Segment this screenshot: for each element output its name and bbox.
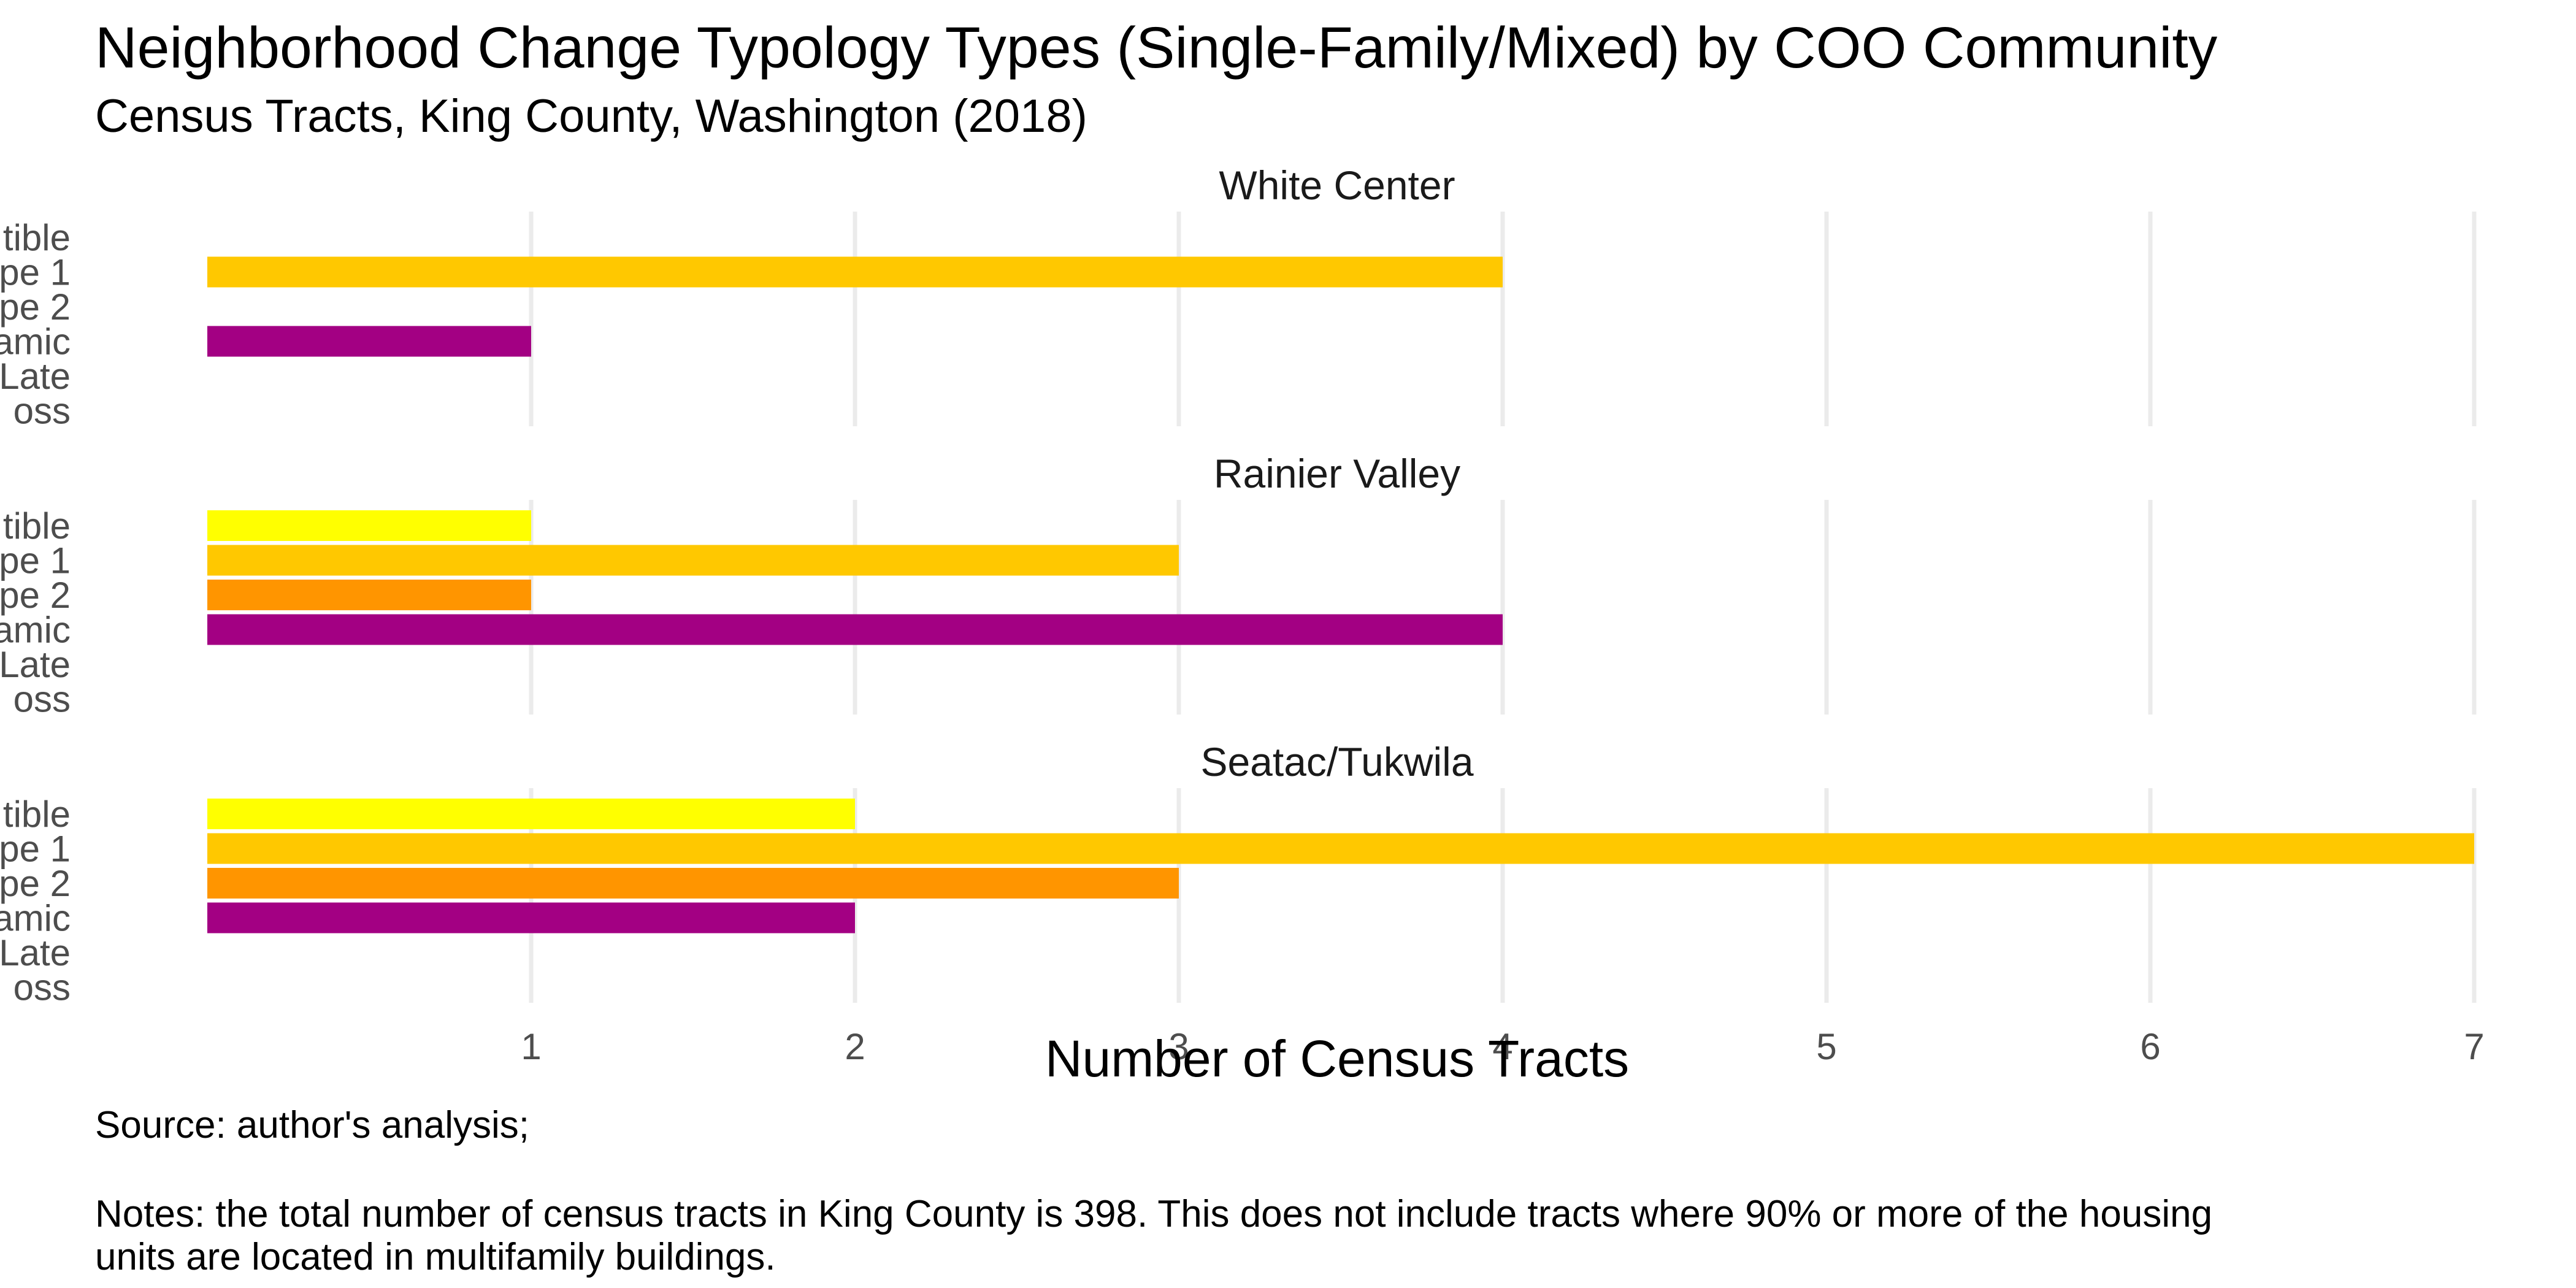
x-tick-label: 4 bbox=[1492, 1026, 1512, 1067]
x-tick-label: 5 bbox=[1816, 1026, 1836, 1067]
bar bbox=[207, 580, 531, 610]
bar bbox=[207, 545, 1179, 576]
bar bbox=[207, 799, 855, 829]
y-tick-label: pe 2 bbox=[0, 286, 71, 328]
y-tick-label: tible bbox=[3, 794, 71, 835]
y-tick-label: tible bbox=[3, 217, 71, 258]
bar bbox=[207, 833, 2474, 864]
x-tick-label: 7 bbox=[2464, 1026, 2484, 1067]
y-tick-label: amic bbox=[0, 610, 71, 651]
facet-label: Rainier Valley bbox=[1214, 451, 1460, 496]
y-tick-label: Late bbox=[0, 356, 71, 397]
x-tick-label: 6 bbox=[2140, 1026, 2160, 1067]
y-tick-label: Late bbox=[0, 932, 71, 973]
x-tick-label: 2 bbox=[845, 1026, 865, 1067]
facet-label: Seatac/Tukwila bbox=[1200, 739, 1473, 784]
facet-label: White Center bbox=[1219, 163, 1455, 208]
y-tick-label: pe 1 bbox=[0, 540, 71, 581]
y-tick-label: pe 1 bbox=[0, 252, 71, 293]
x-tick-label: 1 bbox=[521, 1026, 541, 1067]
x-axis-label: Number of Census Tracts bbox=[1045, 1030, 1629, 1087]
y-tick-label: oss bbox=[13, 679, 71, 720]
y-tick-label: amic bbox=[0, 898, 71, 939]
y-tick-label: amic bbox=[0, 321, 71, 362]
y-tick-label: pe 2 bbox=[0, 863, 71, 904]
x-axis: 1 2 3 4 5 6 7 bbox=[521, 1026, 2484, 1067]
caption-notes-line2: units are located in multifamily buildin… bbox=[95, 1236, 776, 1278]
y-tick-label: Late bbox=[0, 644, 71, 685]
bar bbox=[207, 510, 531, 541]
caption-notes-line1: Notes: the total number of census tracts… bbox=[95, 1193, 2212, 1235]
y-tick-label: tible bbox=[3, 505, 71, 546]
x-tick-label: 3 bbox=[1168, 1026, 1189, 1067]
bar bbox=[207, 614, 1503, 645]
chart-subtitle: Census Tracts, King County, Washington (… bbox=[95, 90, 1087, 142]
y-tick-label: oss bbox=[13, 967, 71, 1008]
bar bbox=[207, 326, 531, 357]
y-tick-label: oss bbox=[13, 391, 71, 432]
bar bbox=[207, 868, 1179, 899]
bar bbox=[207, 256, 1503, 288]
y-tick-label: pe 1 bbox=[0, 829, 71, 870]
caption-source: Source: author's analysis; bbox=[95, 1104, 529, 1146]
bar bbox=[207, 902, 855, 933]
chart-title: Neighborhood Change Typology Types (Sing… bbox=[95, 15, 2218, 80]
y-tick-label: pe 2 bbox=[0, 575, 71, 616]
